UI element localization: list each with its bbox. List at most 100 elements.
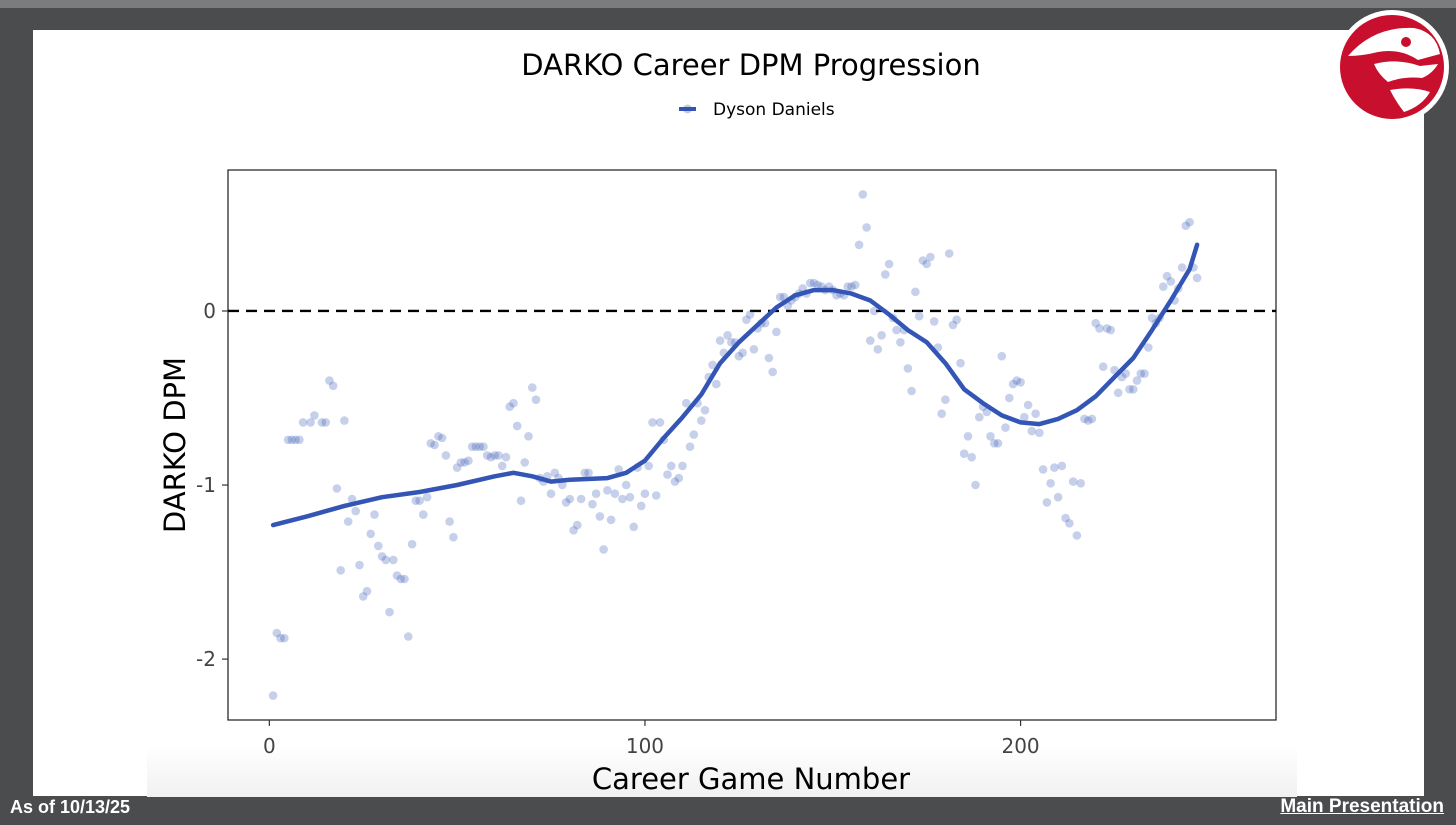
data-point: [411, 496, 421, 506]
data-point: [862, 223, 871, 232]
data-point: [475, 442, 485, 452]
data-point: [1023, 400, 1033, 410]
data-point: [426, 439, 436, 448]
data-point: [1065, 519, 1074, 528]
data-point: [745, 310, 755, 319]
data-point: [1046, 479, 1055, 488]
data-point: [937, 409, 946, 419]
data-point: [1091, 318, 1100, 328]
data-point: [1121, 369, 1130, 378]
data-point: [963, 432, 973, 441]
data-point: [772, 327, 781, 337]
x-tick-label: 0: [263, 734, 276, 758]
data-point: [813, 280, 822, 290]
data-point: [280, 633, 289, 643]
data-point: [854, 240, 864, 250]
data-point: [497, 461, 507, 471]
data-point: [959, 449, 969, 459]
data-point: [873, 345, 883, 354]
main-presentation-link[interactable]: Main Presentation: [1280, 796, 1444, 817]
data-point: [1068, 477, 1078, 486]
data-point: [1076, 479, 1085, 488]
data-point: [1159, 282, 1168, 291]
x-tick-label: 200: [1001, 734, 1039, 758]
data-point: [272, 628, 282, 638]
data-point: [1166, 277, 1176, 286]
data-point: [944, 249, 954, 258]
data-point: [805, 278, 815, 288]
data-point: [1057, 461, 1067, 471]
data-point: [738, 348, 747, 358]
data-point: [1117, 372, 1127, 382]
data-point: [1008, 379, 1018, 389]
data-point: [1020, 412, 1029, 422]
data-point: [663, 470, 672, 479]
data-point: [355, 560, 364, 570]
data-point: [742, 315, 751, 325]
data-point: [990, 439, 999, 448]
data-point: [336, 566, 346, 575]
data-point: [1144, 343, 1153, 352]
data-point: [404, 632, 413, 641]
data-point: [651, 491, 661, 500]
data-point: [381, 555, 391, 565]
data-point: [884, 259, 894, 269]
data-point: [561, 498, 571, 507]
data-point: [1053, 492, 1063, 502]
data-point: [648, 418, 657, 427]
data-point: [674, 473, 684, 483]
data-point: [512, 421, 522, 431]
data-point: [1012, 376, 1022, 385]
data-point: [1095, 324, 1104, 333]
data-point: [1027, 426, 1037, 436]
data-point: [926, 252, 935, 262]
data-point: [385, 607, 394, 617]
data-point: [317, 418, 327, 427]
data-point: [881, 270, 890, 279]
data-point: [1083, 416, 1093, 425]
data-point: [325, 376, 334, 385]
data-point: [866, 336, 875, 345]
data-point: [389, 555, 398, 565]
data-point: [907, 386, 916, 396]
data-point: [445, 517, 454, 526]
data-point: [467, 442, 477, 452]
data-point: [606, 515, 616, 525]
data-point: [471, 442, 481, 452]
data-point: [358, 592, 368, 601]
data-point: [982, 407, 992, 417]
hawk-head-logo-icon: [1335, 10, 1449, 124]
data-point: [629, 522, 638, 532]
data-point: [689, 430, 699, 439]
data-point: [911, 287, 920, 297]
data-point: [914, 311, 924, 321]
slide-bottom-fade: [147, 745, 1297, 797]
data-point: [595, 512, 605, 521]
legend-label-dyson-daniels: Dyson Daniels: [713, 100, 835, 120]
data-point: [971, 480, 980, 490]
data-point: [422, 492, 432, 502]
data-point: [482, 451, 492, 460]
data-point: [464, 456, 473, 466]
data-point: [636, 501, 646, 511]
data-point: [723, 331, 732, 340]
data-point: [993, 439, 1003, 448]
data-point: [550, 468, 560, 478]
data-point: [528, 383, 537, 392]
data-point: [975, 412, 984, 422]
data-point: [809, 278, 819, 288]
data-point: [576, 494, 586, 504]
data-point: [531, 395, 541, 405]
data-point: [1042, 498, 1052, 507]
data-point: [640, 489, 650, 499]
data-point: [697, 416, 706, 425]
data-point: [569, 526, 578, 535]
data-point: [347, 494, 357, 504]
data-point: [1129, 385, 1138, 394]
data-point: [1177, 263, 1187, 272]
data-point: [490, 451, 500, 460]
data-point: [276, 633, 285, 643]
y-axis-label: DARKO DPM: [158, 357, 192, 533]
data-point: [520, 458, 529, 467]
